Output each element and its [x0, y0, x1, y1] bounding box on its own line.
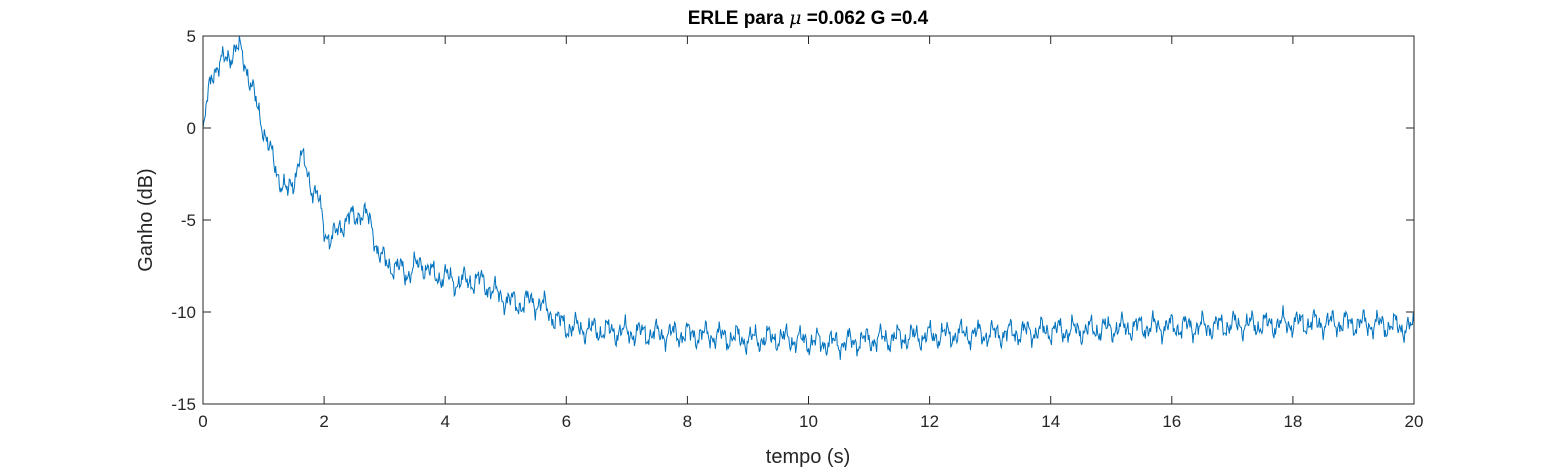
- y-tick-label: -15: [171, 395, 196, 414]
- title-mu-symbol: μ: [789, 7, 801, 29]
- x-tick-label: 16: [1162, 412, 1181, 431]
- y-tick-label: 5: [187, 27, 196, 46]
- x-tick-label: 4: [440, 412, 449, 431]
- x-tick-label: 2: [319, 412, 328, 431]
- y-axis: 5 0 -5 -10 -15: [171, 27, 1414, 414]
- plot-area: [202, 35, 1415, 405]
- x-tick-label: 0: [198, 412, 207, 431]
- title-prefix: ERLE para: [688, 8, 789, 29]
- x-tick-label: 6: [562, 412, 571, 431]
- x-tick-label: 12: [920, 412, 939, 431]
- series-line: [202, 35, 1415, 360]
- x-tick-label: 8: [683, 412, 692, 431]
- y-tick-label: -10: [171, 303, 196, 322]
- x-tick-label: 10: [799, 412, 818, 431]
- x-tick-label: 14: [1041, 412, 1060, 431]
- x-axis: 0 2 4 6 8 10 12 14 16 18 20: [198, 36, 1423, 431]
- x-axis-label: tempo (s): [766, 446, 850, 468]
- title-suffix: =0.062 G =0.4: [801, 8, 928, 29]
- chart-title: ERLE para μ =0.062 G =0.4: [688, 7, 929, 29]
- y-tick-label: -5: [181, 211, 196, 230]
- y-axis-label: Ganho (dB): [135, 168, 157, 271]
- x-tick-label: 20: [1405, 412, 1424, 431]
- x-tick-label: 18: [1283, 412, 1302, 431]
- y-tick-label: 0: [187, 119, 196, 138]
